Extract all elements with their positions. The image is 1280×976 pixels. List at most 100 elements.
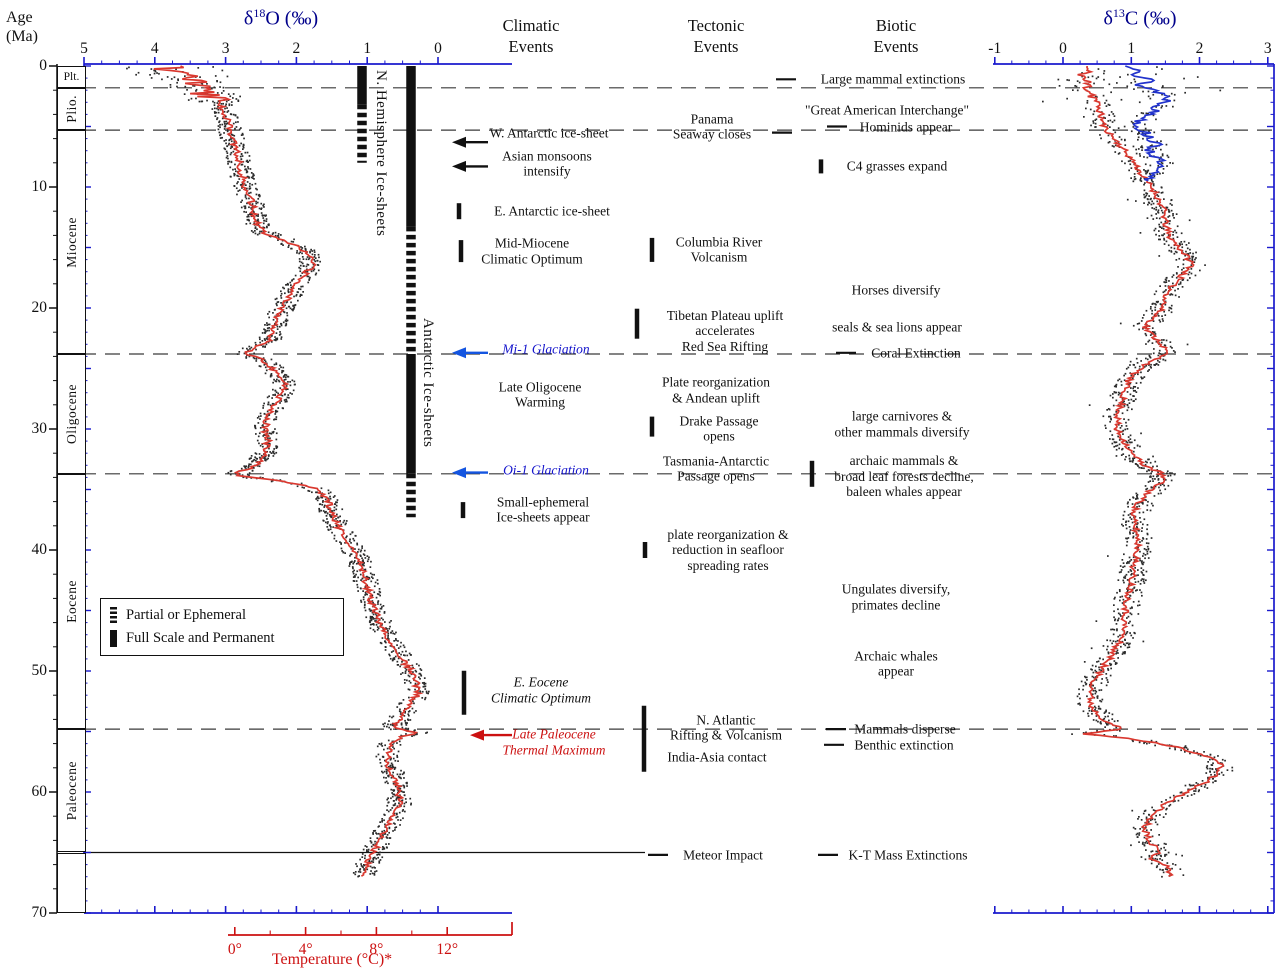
d18o-scatter-point	[269, 235, 272, 238]
d18o-scatter-point	[214, 111, 216, 114]
d18o-scatter-point	[311, 250, 314, 252]
d13c-scatter-point	[1206, 765, 1209, 767]
d18o-scatter-point	[313, 249, 316, 252]
d13c-scatter-point	[1107, 681, 1109, 683]
d18o-scatter-point	[198, 100, 201, 103]
d18o-scatter-point	[276, 338, 279, 341]
d18o-scatter-point	[333, 495, 336, 497]
d13c-scatter-point	[1139, 589, 1141, 591]
d18o-scatter-point	[428, 690, 430, 693]
d18o-scatter-point	[299, 267, 302, 270]
d13c-scatter-point	[1194, 790, 1197, 792]
d13c-scatter-point	[1099, 708, 1102, 710]
d18o-scatter-point	[237, 99, 240, 102]
d13c-scatter-point	[1138, 832, 1141, 834]
d13c-scatter-point	[1159, 308, 1162, 311]
d18o-scatter-point	[340, 543, 342, 545]
d18o-scatter-point	[425, 692, 428, 694]
d13c-scatter-point	[1137, 574, 1139, 576]
d18o-scatter-point	[254, 341, 257, 344]
d18o-scatter-point	[349, 563, 351, 565]
d13c-scatter-point	[1186, 247, 1189, 250]
d18o-scatter-point	[374, 617, 376, 620]
d18o-scatter-point	[423, 681, 426, 684]
d18o-scatter-point	[313, 258, 316, 261]
d18o-scatter-point	[307, 264, 310, 266]
d18o-scatter-point	[335, 504, 338, 507]
d13c-scatter-point	[1095, 118, 1098, 121]
d13c-scatter-point	[1182, 259, 1185, 261]
d13c-scatter-point	[1231, 769, 1234, 772]
d13c-scatter-point	[1194, 274, 1197, 277]
d18o-scatter-point	[335, 518, 337, 520]
d13c-scatter-point	[1126, 591, 1129, 593]
d13c-scatter-point	[1153, 348, 1155, 350]
d18o-scatter-point	[306, 270, 309, 273]
d18o-scatter-point	[226, 130, 229, 133]
temperature-tick-label: 4°	[298, 941, 313, 958]
d13c-scatter-point	[1155, 233, 1157, 236]
d18o-scatter-point	[361, 547, 363, 549]
d18o-scatter-point	[274, 413, 277, 415]
d13c-scatter-point	[1195, 782, 1198, 784]
d13c-scatter-point	[1122, 579, 1125, 582]
d18o-scatter-point	[330, 515, 333, 517]
d13c-scatter-point	[1153, 175, 1156, 178]
d18o-scatter-point	[259, 427, 262, 429]
d18o-scatter-point	[293, 295, 295, 298]
d13c-scatter-point	[1125, 537, 1127, 540]
d13c-scatter-point	[1152, 465, 1154, 468]
d13c-scatter-point	[1146, 545, 1149, 548]
d13c-scatter-point	[1139, 550, 1141, 553]
d13c-scatter-point	[1132, 145, 1135, 148]
d13c-scatter-point	[1152, 504, 1154, 507]
d18o-scatter-point	[307, 258, 310, 261]
d18o-scatter-point	[403, 777, 405, 779]
d13c-scatter-point	[1135, 200, 1137, 202]
d18o-scatter-point	[301, 252, 303, 255]
d13c-scatter-point	[1175, 213, 1178, 215]
d13c-scatter-point	[1153, 293, 1156, 296]
d18o-scatter-point	[301, 262, 304, 265]
d18o-scatter-point	[221, 123, 224, 126]
d13c-scatter-point	[1170, 304, 1173, 307]
biotic-event: Ungulates diversify, primates decline	[841, 581, 951, 613]
d13c-scatter-point	[1151, 850, 1154, 852]
d18o-scatter-point	[360, 555, 362, 557]
d13c-scatter-point	[1132, 532, 1134, 534]
d18o-scatter-point	[370, 576, 373, 578]
d18o-scatter-point	[407, 688, 410, 691]
d13c-scatter-point	[1140, 561, 1143, 563]
d13c-scatter-point	[1155, 362, 1158, 365]
d18o-scatter-point	[405, 728, 407, 731]
d13c-scatter-point	[1110, 418, 1112, 421]
d13c-scatter-point	[1091, 75, 1094, 78]
d13c-scatter-point	[1149, 334, 1152, 336]
d18o-scatter-point	[378, 593, 380, 596]
d13c-scatter-point	[1108, 114, 1111, 116]
d18o-scatter-point	[385, 768, 388, 771]
d13c-scatter-point	[1120, 645, 1122, 648]
d13c-scatter-point	[1167, 244, 1170, 247]
d13c-scatter-point	[1162, 291, 1165, 294]
d13c-scatter-point	[1165, 206, 1168, 209]
d18o-scatter-point	[266, 445, 269, 448]
d13c-scatter-point	[1085, 676, 1088, 679]
d13c-scatter-point	[1187, 273, 1190, 276]
d13c-scatter-point	[1116, 649, 1119, 652]
d13c-scatter-point	[1115, 384, 1117, 387]
d18o-scatter-point	[245, 477, 248, 479]
d18o-scatter-point	[273, 448, 275, 450]
d18o-scatter-point	[289, 384, 292, 387]
d18o-scatter-point	[281, 304, 284, 306]
d18o-scatter-point	[292, 308, 295, 310]
d18o-scatter-point	[382, 771, 384, 774]
d18o-scatter-point	[246, 181, 249, 183]
d13c-scatter-point	[1149, 550, 1152, 553]
d13c-scatter-point	[1124, 652, 1126, 655]
d13c-scatter-point	[1158, 217, 1161, 220]
d13c-scatter-point	[1135, 148, 1137, 151]
d13c-scatter-point	[1127, 589, 1129, 592]
d13c-scatter-point	[1144, 182, 1146, 184]
d13c-scatter-point	[1155, 118, 1157, 121]
